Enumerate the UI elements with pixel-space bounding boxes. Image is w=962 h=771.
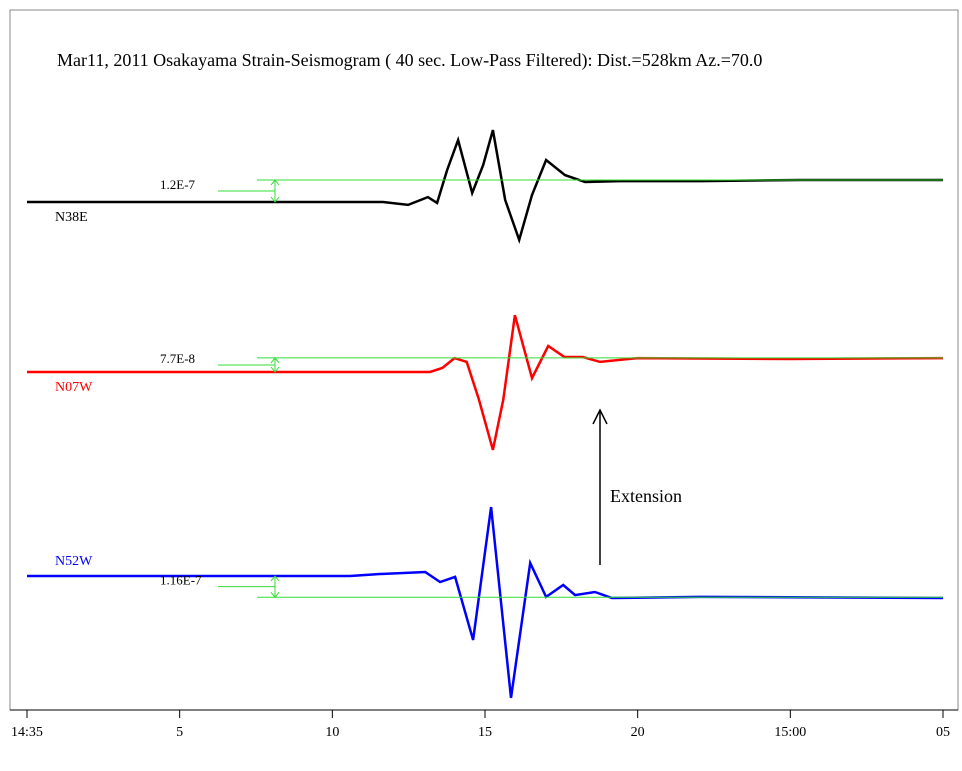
scale-label: 7.7E-8 bbox=[160, 351, 195, 366]
x-tick-label: 05 bbox=[936, 725, 950, 740]
trace bbox=[27, 506, 944, 699]
x-tick-label: 10 bbox=[325, 725, 339, 740]
scale-arrowhead bbox=[270, 357, 280, 364]
scale-label: 1.16E-7 bbox=[160, 573, 202, 588]
x-tick-label: 15 bbox=[478, 725, 492, 740]
series-label: N07W bbox=[55, 380, 93, 395]
chart-title: Mar11, 2011 Osakayama Strain-Seismogram … bbox=[57, 50, 762, 71]
scale-label: 1.2E-7 bbox=[160, 177, 196, 192]
trace bbox=[27, 129, 943, 245]
trace bbox=[27, 314, 944, 451]
scale-arrowhead bbox=[270, 196, 280, 203]
x-tick-label: 14:35 bbox=[11, 725, 43, 740]
scale-arrowhead bbox=[270, 575, 280, 582]
series-label: N38E bbox=[55, 210, 88, 225]
x-tick-label: 20 bbox=[631, 725, 645, 740]
annotation: Extension bbox=[610, 486, 682, 506]
scale-arrowhead bbox=[270, 591, 280, 599]
x-tick-label: 5 bbox=[176, 725, 183, 740]
scale-arrowhead bbox=[270, 179, 280, 186]
extension-arrowhead bbox=[592, 408, 608, 425]
x-tick-label: 15:00 bbox=[774, 725, 806, 740]
series-label: N52W bbox=[55, 554, 93, 569]
scale-arrowhead bbox=[270, 366, 280, 373]
